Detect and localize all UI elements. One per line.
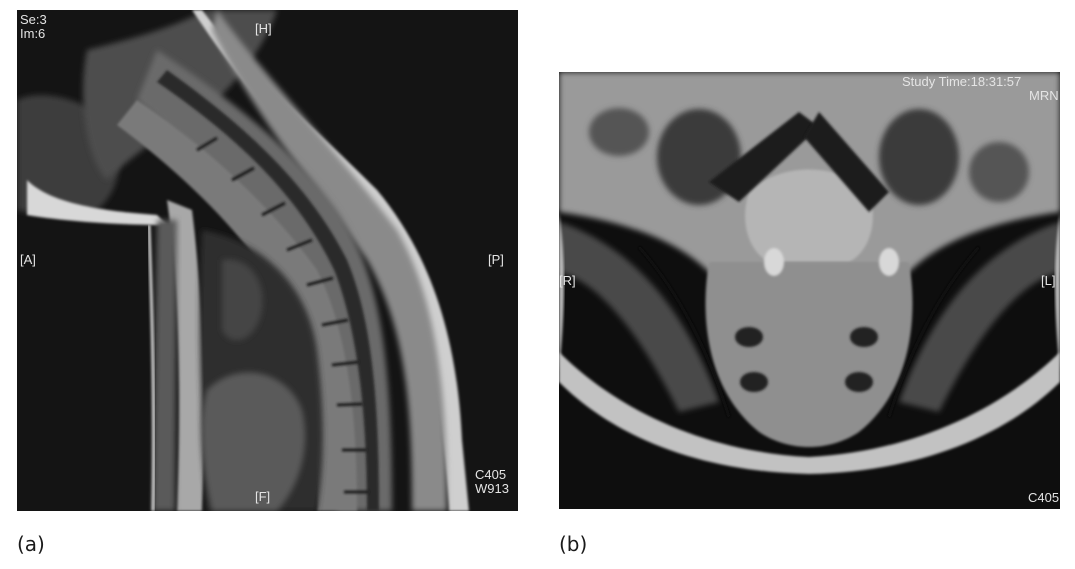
orientation-left-label: [L] [1041,273,1056,288]
orientation-foot-label: [F] [255,489,271,504]
caption-b: (b) [559,532,588,556]
study-time-label: Study Time:18:31:57 [902,74,1022,89]
orientation-anterior-label: [A] [20,252,36,267]
window-width-label: W913 [475,481,509,496]
orientation-posterior-label: [P] [488,252,504,267]
window-center-label: C405 [1028,490,1060,505]
series-label: Se:3 [20,12,47,27]
window-center-label: C405 [475,467,507,482]
caption-a: (a) [17,532,45,556]
mri-sagittal-image: Se:3 Im:6 [H] [A] [P] [F] C405 W913 [17,10,518,511]
orientation-right-label: [R] [559,273,576,288]
image-number-label: Im:6 [20,26,46,41]
mri-axial-image: Study Time:18:31:57 MRN [R] [L] C405 [559,72,1060,509]
mrn-label: MRN [1029,88,1059,103]
orientation-head-label: [H] [255,21,272,36]
axial-sacrum-scan [559,72,1060,509]
sagittal-spine-scan [17,10,518,511]
